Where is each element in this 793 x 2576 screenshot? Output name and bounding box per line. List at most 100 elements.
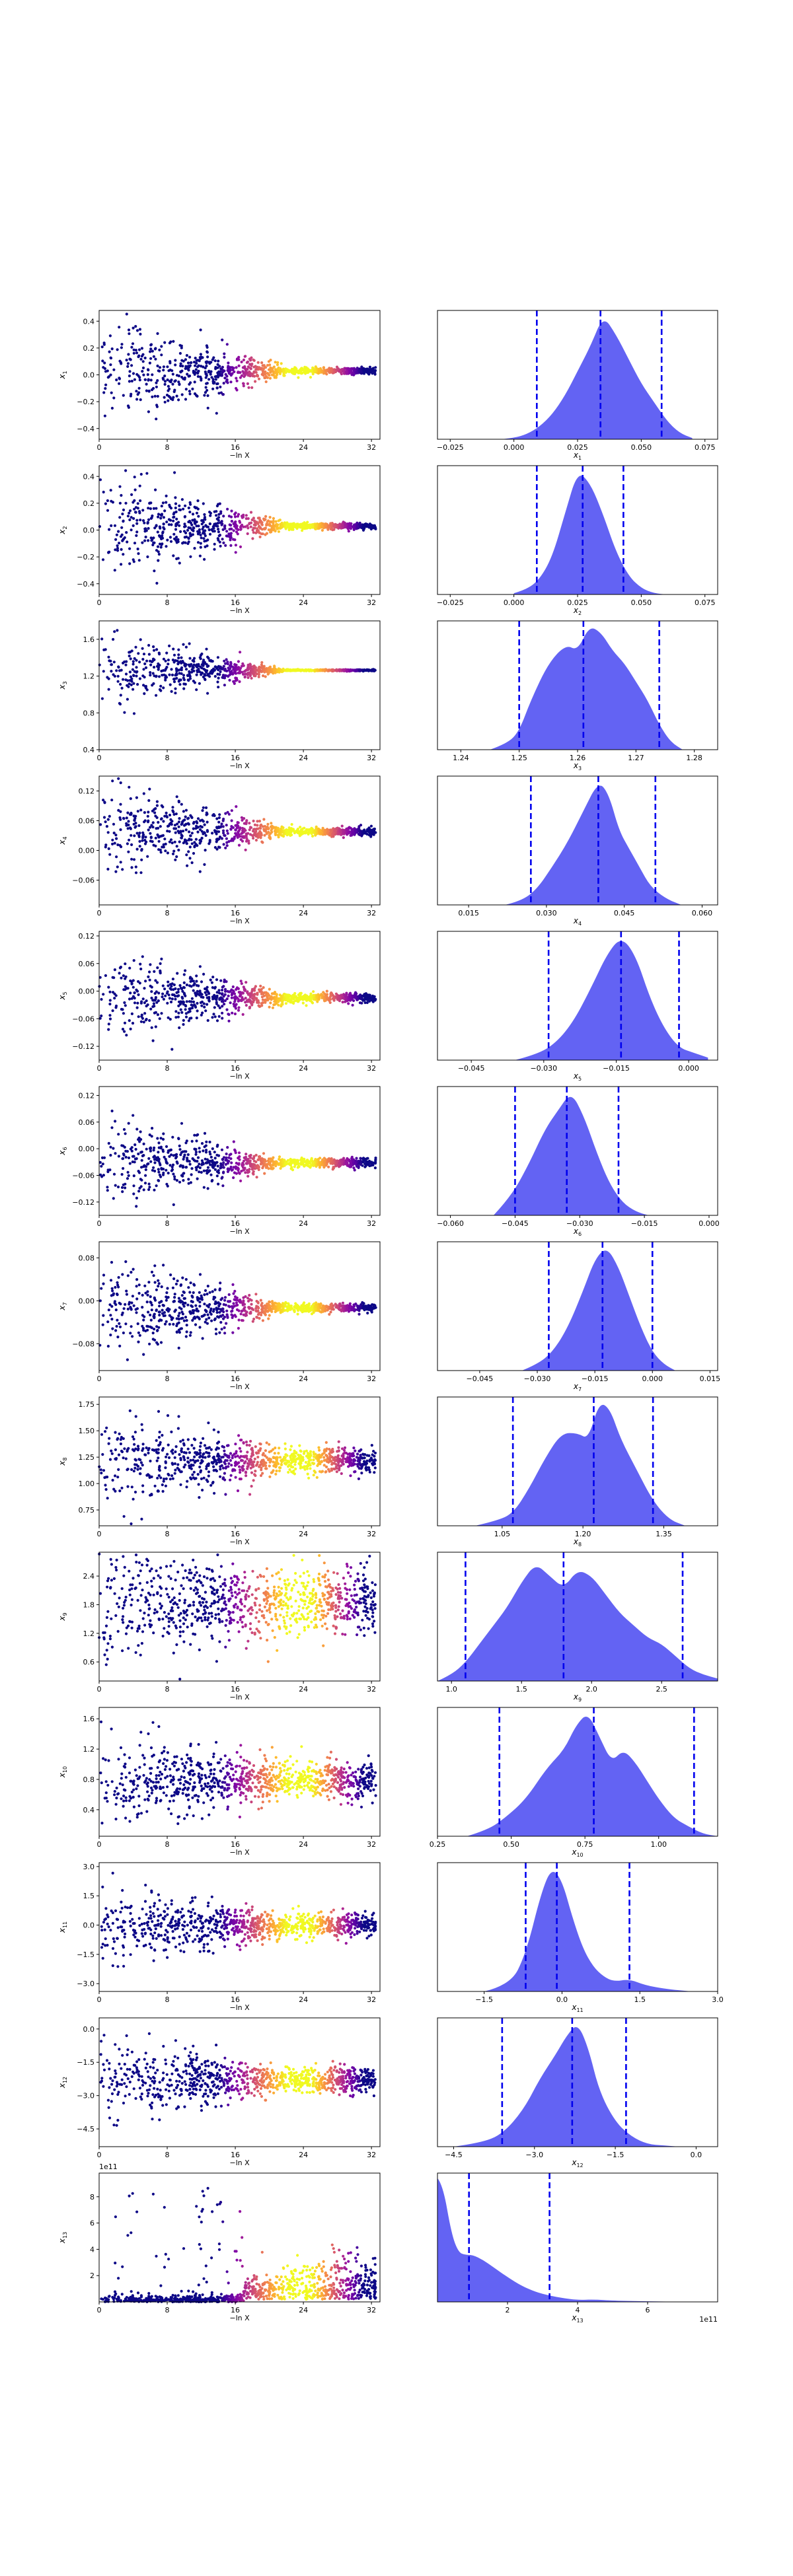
trace-point [167, 518, 170, 521]
trace-point [265, 532, 268, 535]
trace-point [115, 837, 118, 840]
trace-point [163, 375, 167, 378]
trace-point [174, 379, 177, 382]
trace-point [158, 525, 161, 528]
trace-point [266, 364, 269, 367]
trace-point [149, 840, 152, 843]
trace-point [204, 372, 208, 376]
trace-point [319, 668, 322, 672]
trace-point [241, 370, 245, 373]
trace-point [266, 376, 270, 379]
trace-xtick-label: 24 [299, 754, 308, 762]
trace-point [168, 840, 171, 843]
trace-point [215, 411, 218, 415]
trace-point [267, 666, 270, 670]
trace-point [128, 655, 131, 658]
trace-point [219, 665, 222, 668]
trace-point [356, 998, 359, 1001]
trace-point [370, 828, 374, 832]
trace-point [241, 840, 245, 843]
trace-point [239, 520, 242, 524]
trace-point [286, 669, 289, 672]
trace-point [191, 1004, 194, 1007]
trace-point [108, 334, 112, 338]
trace-point [228, 535, 231, 538]
trace-point [287, 522, 291, 526]
trace-point [182, 678, 186, 682]
trace-point [172, 519, 175, 522]
trace-point [112, 396, 116, 400]
trace-point [160, 957, 163, 960]
trace-point [174, 359, 177, 362]
trace-point [190, 1006, 194, 1010]
trace-point [189, 980, 192, 983]
trace-point [249, 511, 253, 514]
trace-point [161, 995, 164, 999]
trace-point [167, 824, 170, 828]
trace-point [209, 514, 212, 517]
trace-point [160, 669, 163, 673]
trace-point [182, 674, 186, 677]
trace-point [186, 361, 190, 365]
trace-point [221, 988, 224, 992]
trace-point [195, 1139, 198, 1143]
trace-point [244, 834, 247, 838]
trace-point [137, 348, 141, 351]
trace-point [307, 668, 311, 672]
trace-xtick-label: 32 [367, 443, 376, 452]
trace-point [264, 999, 267, 1003]
trace-point [275, 1002, 278, 1005]
trace-point [150, 539, 153, 542]
trace-point [204, 678, 207, 682]
trace-point [361, 832, 364, 836]
trace-point [136, 810, 139, 813]
trace-point [138, 982, 141, 985]
trace-point [262, 367, 265, 371]
trace-point [112, 1147, 115, 1150]
trace-point [197, 524, 200, 528]
trace-point [232, 1176, 235, 1180]
trace-point [160, 817, 163, 820]
trace-point [347, 367, 350, 371]
trace-point [202, 995, 205, 999]
trace-point [262, 991, 265, 995]
trace-point [129, 797, 132, 801]
trace-point [149, 343, 153, 347]
trace-point [122, 538, 126, 541]
trace-point [261, 665, 264, 668]
trace-point [158, 1017, 161, 1020]
trace-point [187, 838, 190, 841]
trace-point [177, 398, 180, 402]
trace-point [204, 376, 208, 379]
trace-point [138, 661, 141, 664]
density-xtick-label: 0.000 [504, 443, 525, 452]
trace-point [170, 985, 173, 988]
trace-point [165, 520, 169, 524]
trace-point [246, 517, 250, 520]
trace-point [330, 828, 333, 832]
trace-point [225, 997, 229, 1001]
trace-point [235, 678, 239, 682]
trace-point [124, 985, 127, 988]
trace-point [237, 660, 240, 663]
trace-point [201, 356, 204, 359]
trace-point [197, 984, 200, 987]
trace-point [332, 835, 335, 838]
trace-point [254, 668, 258, 672]
trace-point [185, 354, 188, 357]
trace-point [116, 843, 120, 847]
trace-point [151, 684, 154, 687]
trace-point [115, 378, 118, 382]
trace-point [120, 1186, 124, 1189]
trace-point [270, 369, 274, 372]
trace-point [149, 826, 152, 829]
trace-point [291, 828, 294, 832]
trace-point [298, 830, 301, 834]
trace-point [209, 978, 212, 982]
trace-point [295, 522, 298, 526]
trace-point [178, 840, 181, 843]
trace-point [206, 544, 209, 548]
trace-point [156, 364, 159, 368]
